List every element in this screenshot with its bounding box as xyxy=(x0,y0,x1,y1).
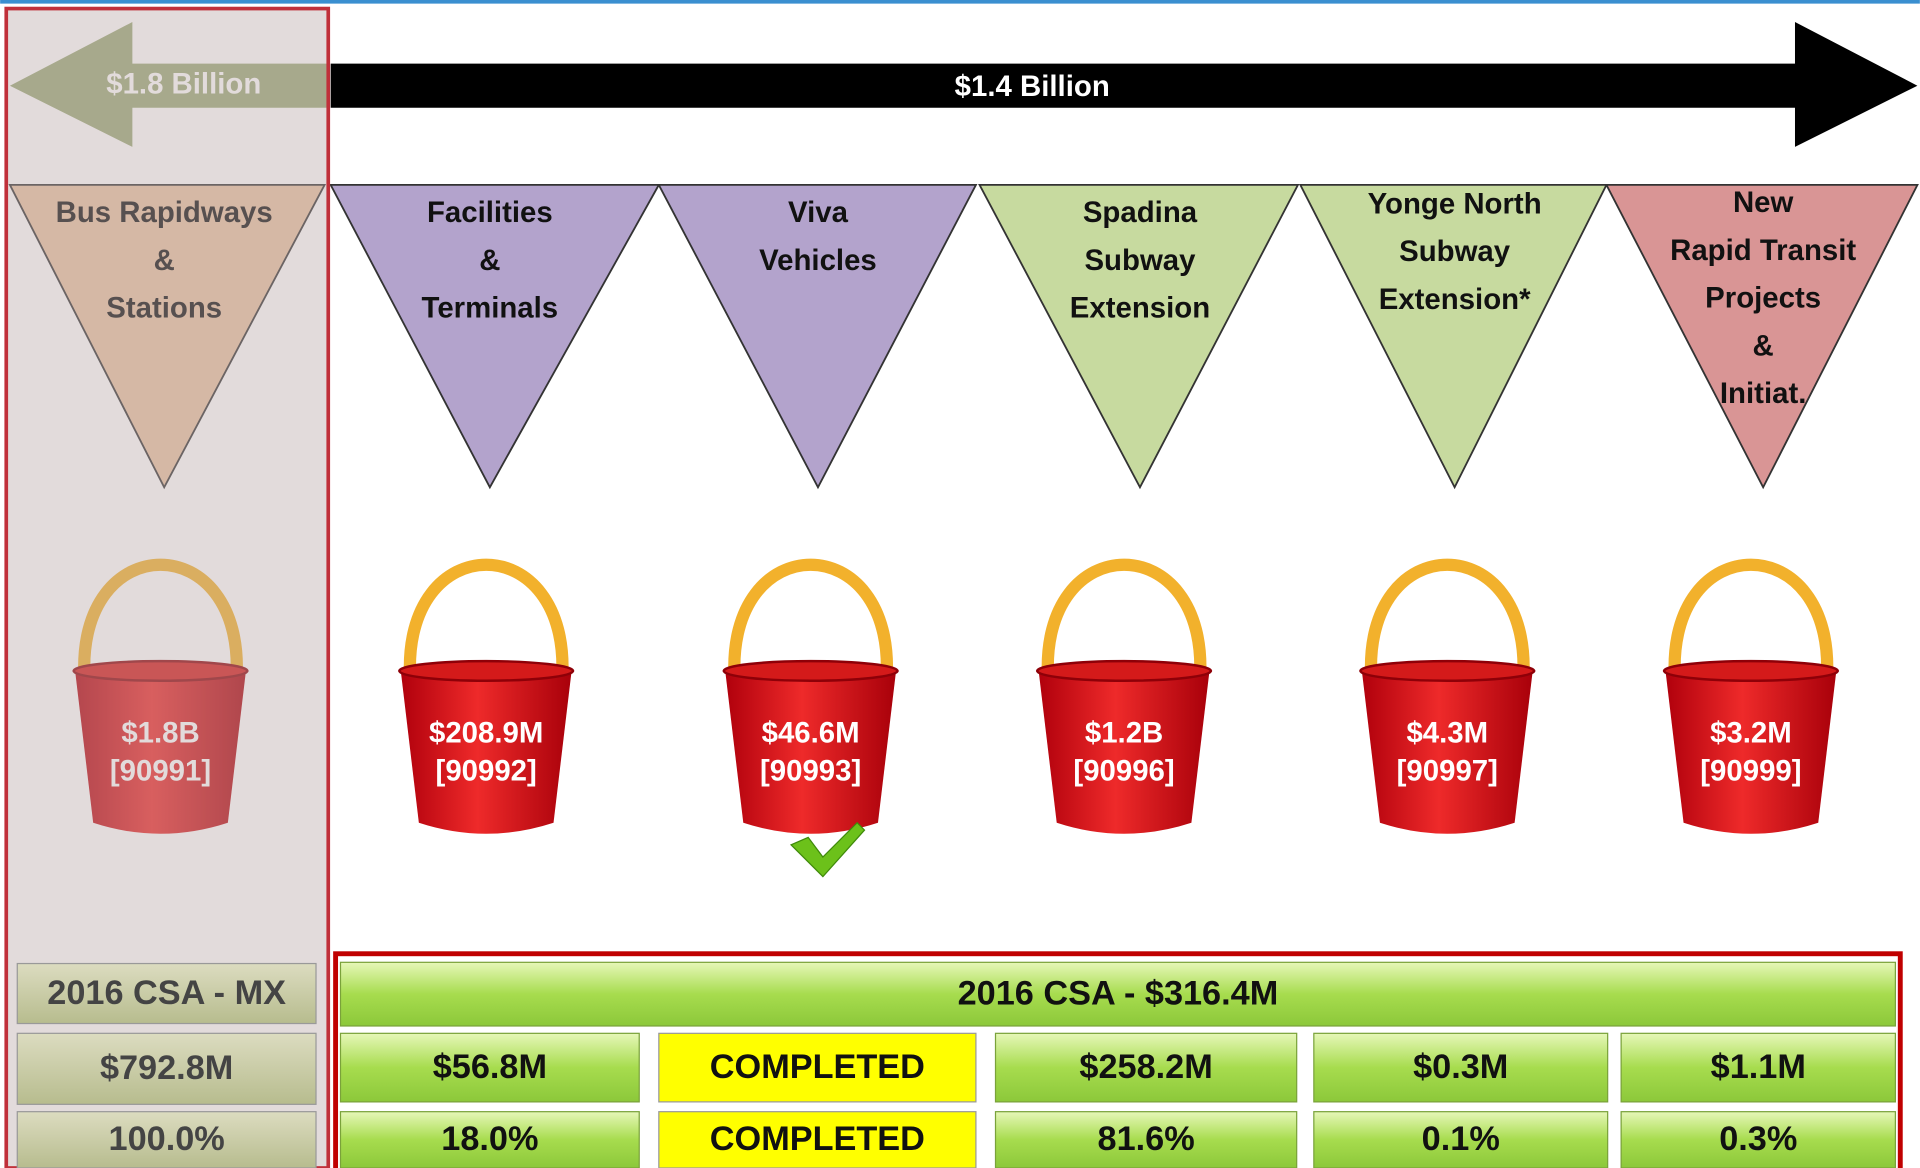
summary-text: $0.3M xyxy=(1413,1048,1508,1086)
pennant xyxy=(1300,185,1606,487)
summary-text: $258.2M xyxy=(1079,1048,1212,1086)
bucket-body xyxy=(400,668,571,833)
pennant-label: New xyxy=(1733,186,1794,219)
pennant xyxy=(980,185,1298,487)
bucket-body xyxy=(1665,668,1836,833)
pennant-label: Spadina xyxy=(1083,196,1198,229)
summary-text: 100.0% xyxy=(109,1120,225,1158)
bucket-label: [90996] xyxy=(1073,754,1174,787)
summary-text: COMPLETED xyxy=(710,1048,925,1086)
page: $1.8 Billion $1.4 Billion Bus Rapidways&… xyxy=(0,0,1920,1168)
bucket-label: $4.3M xyxy=(1406,716,1488,749)
bucket-rim xyxy=(1664,661,1838,681)
pennant-label: Extension xyxy=(1070,292,1210,325)
summary-text: 0.3% xyxy=(1719,1120,1797,1158)
pennant xyxy=(331,185,659,487)
pennant xyxy=(659,185,976,487)
pennant-label: Initiat. xyxy=(1720,377,1807,410)
pennant-label: Projects xyxy=(1705,282,1821,315)
summary-text: 2016 CSA - MX xyxy=(47,974,286,1012)
right-arrow xyxy=(331,22,1918,147)
bucket-rim xyxy=(1037,661,1211,681)
pennant-label: Extension* xyxy=(1379,283,1531,316)
pennant-label: & xyxy=(479,244,500,277)
bucket-rim xyxy=(1360,661,1534,681)
pennant-label: Viva xyxy=(788,196,849,229)
table: 2016 CSA - MX $792.8M 100.0% 2016 CSA - $31… xyxy=(17,962,1895,1168)
pennant-label: Rapid Transit xyxy=(1670,234,1856,267)
summary-text: $56.8M xyxy=(433,1048,547,1086)
summary-text: 81.6% xyxy=(1098,1120,1195,1158)
bucket-body xyxy=(1362,668,1533,833)
bucket-label: [90997] xyxy=(1397,754,1498,787)
bucket-body xyxy=(725,668,896,833)
pennant-label: & xyxy=(1753,329,1774,362)
bucket-label: $3.2M xyxy=(1710,716,1792,749)
pennant-label: Vehicles xyxy=(759,244,877,277)
summary-text: COMPLETED xyxy=(710,1120,925,1158)
bucket-label: [90992] xyxy=(436,754,537,787)
bucket-label: [90993] xyxy=(760,754,861,787)
bucket-label: $208.9M xyxy=(429,716,543,749)
summary-text: 18.0% xyxy=(441,1120,538,1158)
summary-title: 2016 CSA - $316.4M xyxy=(958,974,1279,1012)
pennant-label: Terminals xyxy=(422,292,559,325)
pennant-label: Subway xyxy=(1399,235,1511,268)
bucket-label: $1.2B xyxy=(1085,716,1163,749)
bucket-label: [90999] xyxy=(1700,754,1801,787)
bucket-rim xyxy=(399,661,573,681)
summary-text: $792.8M xyxy=(100,1049,233,1087)
summary-text: $1.1M xyxy=(1711,1048,1806,1086)
pennant-label: Subway xyxy=(1084,244,1196,277)
right-arrow-label: $1.4 Billion xyxy=(955,70,1110,103)
bucket-body xyxy=(1038,668,1209,833)
pennant-label: Facilities xyxy=(427,196,553,229)
bucket-rim xyxy=(724,661,898,681)
pennant-label: Yonge North xyxy=(1368,187,1542,220)
diagram: $1.8 Billion $1.4 Billion Bus Rapidways&… xyxy=(0,0,1920,1168)
summary-text: 0.1% xyxy=(1422,1120,1500,1158)
bucket-label: $46.6M xyxy=(762,716,860,749)
